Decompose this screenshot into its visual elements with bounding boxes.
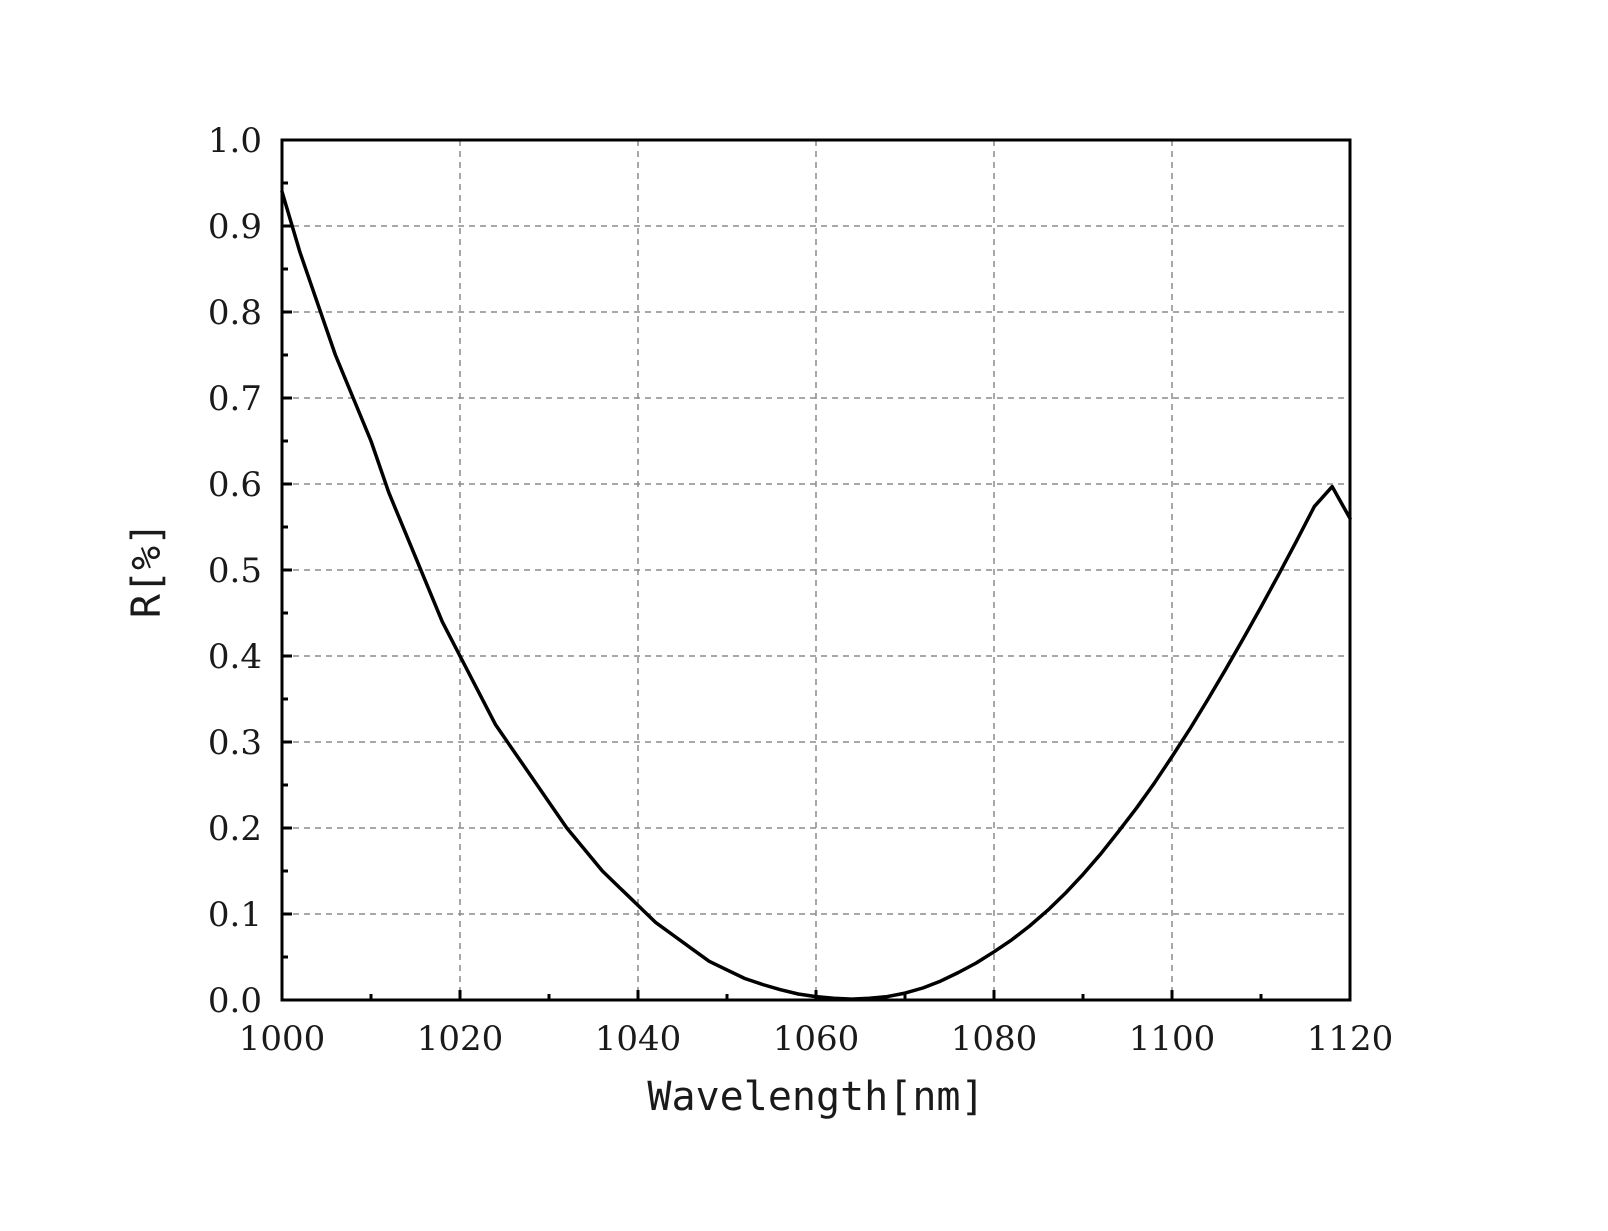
y-tick-label: 1.0: [208, 121, 262, 161]
y-tick-label: 0.7: [208, 379, 262, 419]
labels-layer: 1000 1020 1040 1060 1080 1100 1120 0.0 0.1 0.2 0.3…: [208, 121, 1393, 1059]
y-tick-label: 0.4: [208, 637, 262, 677]
x-tick-label: 1080: [951, 1019, 1038, 1059]
series-layer: [280, 189, 1352, 1001]
y-tick-label: 0.5: [208, 551, 262, 591]
x-tick-label: 1020: [417, 1019, 504, 1059]
grid-layer: [282, 140, 1350, 1000]
y-tick-label: 0.8: [208, 293, 262, 333]
x-axis-label: Wavelength[nm]: [647, 1074, 984, 1120]
y-tick-label: 0.2: [208, 809, 262, 849]
plot-frame: [280, 138, 1352, 1002]
x-tick-label: 1120: [1307, 1019, 1394, 1059]
y-tick-label: 0.9: [208, 207, 262, 247]
y-tick-label: 0.1: [208, 895, 262, 935]
y-tick-label: 0.0: [208, 981, 262, 1021]
y-tick-label: 0.6: [208, 465, 262, 505]
x-tick-label: 1060: [773, 1019, 860, 1059]
x-tick-label: 1040: [595, 1019, 682, 1059]
y-axis-label: R[%]: [124, 522, 170, 618]
reflectance-curve: [280, 189, 1352, 1001]
x-tick-label: 1000: [239, 1019, 326, 1059]
x-tick-label: 1100: [1129, 1019, 1216, 1059]
y-tick-label: 0.3: [208, 723, 262, 763]
